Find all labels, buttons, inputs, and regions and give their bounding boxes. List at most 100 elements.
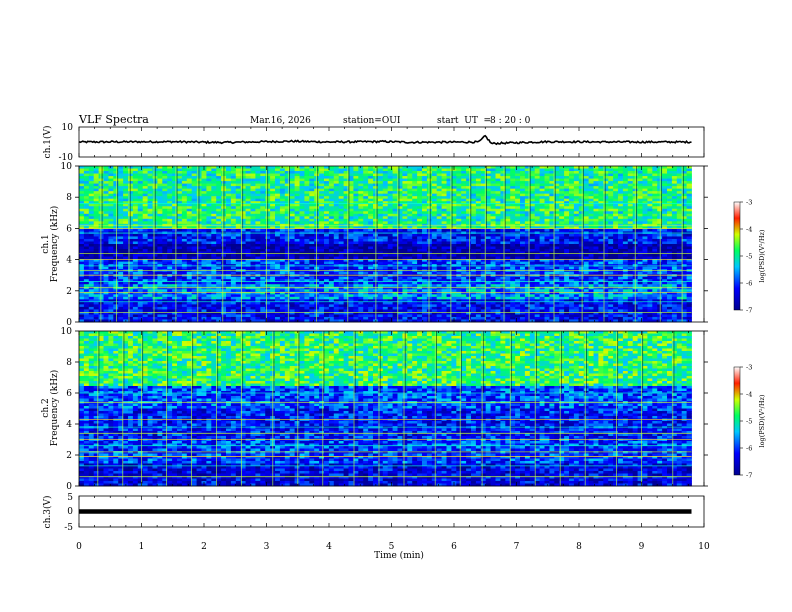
spectrogram-cell — [132, 226, 139, 230]
spectrogram-cell — [201, 191, 207, 195]
spectrogram-cell — [83, 244, 90, 247]
spectrogram-cell — [667, 233, 673, 237]
spectrogram-cell — [93, 261, 99, 265]
spectrogram-cell — [343, 198, 349, 202]
spectrogram-cell — [216, 261, 222, 265]
spectrogram-cell — [299, 249, 305, 252]
spectrogram-cell — [471, 213, 477, 217]
spectrogram-cell — [613, 256, 619, 260]
spectrogram-cell — [618, 171, 624, 174]
spectrogram-cell — [652, 173, 658, 177]
spectrogram-cell — [294, 176, 300, 179]
spectrogram-cell — [510, 188, 516, 192]
spectrogram-cell — [201, 206, 207, 210]
spectrogram-cell — [299, 173, 305, 177]
spectrogram-cell — [642, 236, 648, 240]
spectrogram-cell — [627, 166, 634, 169]
spectrogram-cell — [559, 256, 565, 260]
spectrogram-cell — [588, 171, 594, 174]
spectrogram-cell — [113, 256, 119, 260]
spectrogram-cell — [265, 249, 271, 252]
spectrogram-cell — [338, 254, 344, 257]
spectrogram-cell — [618, 166, 624, 169]
spectrogram-cell — [451, 256, 457, 260]
spectrogram-cell — [549, 213, 555, 217]
spectrogram-cell — [196, 246, 202, 250]
spectrogram-cell — [83, 188, 90, 192]
spectrogram-cell — [456, 193, 462, 197]
spectrogram-cell — [177, 181, 183, 185]
spectrogram-cell — [559, 213, 565, 217]
spectrogram-cell — [304, 171, 310, 174]
spectrogram-cell — [226, 228, 232, 232]
spectrogram-cell — [544, 176, 550, 179]
spectrogram-cell — [613, 261, 619, 265]
spectrogram-cell — [275, 173, 281, 177]
spectrogram-cell — [137, 226, 144, 230]
spectrogram-cell — [392, 233, 398, 237]
spectrogram-cell — [79, 233, 85, 237]
spectrogram-cell — [186, 206, 193, 210]
spectrogram-cell — [480, 254, 487, 257]
spectrogram-cell — [471, 178, 477, 182]
spectrogram-cell — [387, 178, 393, 182]
spectrogram-cell — [377, 208, 384, 212]
spectrogram-cell — [181, 191, 188, 195]
spectrogram-cell — [642, 171, 648, 174]
spectrogram-cell — [500, 178, 506, 182]
spectrogram-cell — [206, 244, 212, 247]
spectrogram-cell — [279, 256, 286, 260]
spectrogram-cell — [260, 203, 266, 207]
spectrogram-cell — [520, 244, 526, 247]
spectrogram-cell — [235, 206, 242, 210]
spectrogram-cell — [216, 236, 222, 240]
spectrogram-cell — [647, 226, 653, 230]
spectrogram-cell — [216, 193, 222, 197]
spectrogram-cell — [201, 259, 207, 263]
spectrogram-cell — [172, 241, 178, 245]
spectrogram-cell — [177, 203, 183, 207]
spectrogram-cell — [671, 244, 678, 247]
spectrogram-cell — [588, 188, 594, 192]
spectrogram-cell — [240, 218, 246, 222]
spectrogram-cell — [289, 173, 295, 177]
spectrogram-cell — [569, 241, 575, 245]
spectrogram-cell — [676, 236, 683, 240]
spectrogram-cell — [534, 168, 540, 172]
spectrogram-cell — [118, 181, 124, 185]
spectrogram-cell — [662, 191, 668, 195]
spectrogram-cell — [578, 256, 585, 260]
spectrogram-cell — [436, 196, 442, 200]
spectrogram-cell — [554, 254, 560, 257]
spectrogram-cell — [510, 254, 516, 257]
spectrogram-cell — [451, 211, 457, 215]
spectrogram-cell — [662, 208, 668, 212]
spectrogram-cell — [539, 218, 545, 222]
spectrogram-cell — [240, 244, 246, 247]
spectrogram-cell — [201, 208, 207, 212]
spectrogram-cell — [608, 233, 614, 237]
spectrogram-cell — [515, 203, 521, 207]
spectrogram-cell — [441, 196, 447, 200]
spectrogram-cell — [583, 238, 589, 242]
spectrogram-cell — [226, 218, 232, 222]
spectrogram-cell — [402, 208, 408, 212]
spectrogram-cell — [132, 221, 139, 225]
spectrogram-cell — [603, 261, 609, 265]
spectrogram-cell — [495, 186, 501, 190]
spectrogram-cell — [480, 171, 487, 174]
spectrogram-cell — [686, 233, 692, 237]
spectrogram-cell — [618, 241, 624, 245]
spectrogram-cell — [235, 261, 242, 265]
spectrogram-cell — [216, 211, 222, 215]
spectrogram-cell — [402, 218, 408, 222]
spectrogram-cell — [275, 261, 281, 265]
spectrogram-cell — [485, 216, 491, 220]
spectrogram-cell — [309, 193, 315, 197]
spectrogram-cell — [324, 221, 330, 225]
spectrogram-cell — [338, 221, 344, 225]
spectrogram-cell — [510, 218, 516, 222]
spectrogram-cell — [363, 171, 369, 174]
spectrogram-cell — [618, 176, 624, 179]
spectrogram-cell — [167, 168, 173, 172]
